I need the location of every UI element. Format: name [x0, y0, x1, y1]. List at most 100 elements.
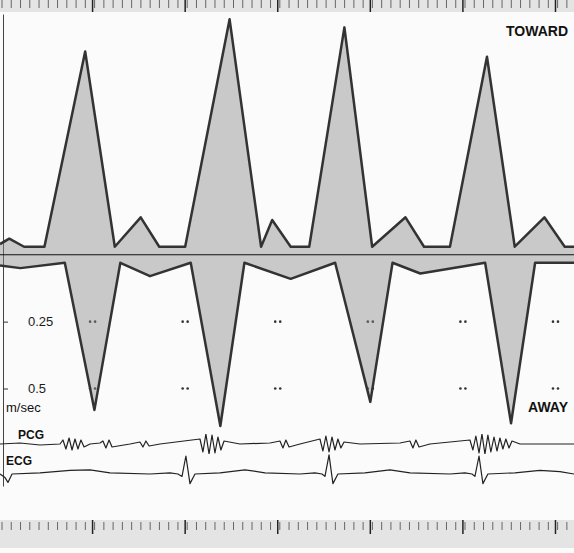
x-tick-mark: [370, 520, 372, 534]
ruler-tick: [474, 0, 475, 8]
x-tick-mark: [277, 0, 279, 12]
tick-label: 0.5: [28, 381, 46, 396]
grid-dot: [279, 320, 282, 323]
ruler-tick: [20, 522, 21, 530]
ruler-tick: [150, 522, 151, 530]
ruler-tick: [289, 522, 290, 530]
ruler-tick: [520, 0, 521, 8]
ruler-tick: [363, 522, 364, 530]
ruler-tick: [233, 522, 234, 530]
axis-line: [3, 451, 4, 487]
ruler-tick: [224, 522, 225, 530]
plot-area: [0, 455, 574, 484]
ruler-tick: [2, 0, 3, 8]
ruler-tick: [85, 522, 86, 530]
ruler-tick: [326, 0, 327, 8]
ruler-tick: [557, 0, 558, 8]
ruler-tick: [196, 0, 197, 8]
direction-label: AWAY: [528, 399, 569, 415]
spectrum-envelope: [0, 19, 574, 246]
ruler-tick: [492, 522, 493, 530]
ruler-tick: [57, 0, 58, 8]
grid-dot: [464, 320, 467, 323]
ruler-tick: [122, 522, 123, 530]
ruler-band: [0, 0, 574, 12]
trace-line: [0, 434, 574, 454]
ruler-tick: [372, 522, 373, 530]
ruler-tick: [427, 0, 428, 8]
ruler-tick: [502, 0, 503, 8]
ruler-tick: [233, 0, 234, 8]
ruler-tick: [113, 0, 114, 8]
axis-line: [3, 15, 4, 443]
ruler-tick: [483, 522, 484, 530]
ruler-tick: [177, 522, 178, 530]
ruler-tick: [353, 0, 354, 8]
ruler-tick: [140, 0, 141, 8]
ruler-tick: [39, 522, 40, 530]
baseline: [0, 254, 574, 255]
ruler-tick: [252, 0, 253, 8]
tick: 0.5: [3, 381, 46, 396]
ruler-tick: [168, 522, 169, 530]
ruler-tick: [483, 0, 484, 8]
ruler-tick: [381, 522, 382, 530]
ruler-tick: [548, 0, 549, 8]
ruler-tick: [94, 0, 95, 8]
ruler-tick: [520, 522, 521, 530]
grid-dot: [274, 320, 277, 323]
ruler-tick: [66, 522, 67, 530]
ruler-tick: [539, 522, 540, 530]
ruler-tick: [214, 0, 215, 8]
grid-dot: [181, 320, 184, 323]
ruler-tick: [131, 0, 132, 8]
ruler-tick: [465, 522, 466, 530]
ruler-tick: [131, 522, 132, 530]
trace-line: [0, 455, 574, 484]
ruler-tick: [502, 522, 503, 530]
ruler-tick: [224, 0, 225, 8]
labels: m/secTOWARDAWAY: [6, 23, 569, 415]
ruler-tick: [344, 522, 345, 530]
grid-dot: [279, 387, 282, 390]
x-tick-mark: [462, 0, 464, 12]
grid-dot: [459, 387, 462, 390]
grid-dot: [552, 387, 555, 390]
ruler-tick: [159, 522, 160, 530]
chart-root: 0.250.5m/secTOWARDAWAYPCGECG: [0, 0, 574, 553]
ruler-tick: [66, 0, 67, 8]
ruler-tick: [20, 0, 21, 8]
ruler-tick: [48, 522, 49, 530]
ruler-tick: [363, 0, 364, 8]
ruler-tick: [279, 522, 280, 530]
ruler-tick: [270, 0, 271, 8]
grid-dot: [552, 320, 555, 323]
trace-title: ECG: [6, 454, 32, 468]
ruler-tick: [48, 0, 49, 8]
x-tick-mark: [555, 520, 557, 534]
ruler-tick: [2, 522, 3, 530]
trace-title: PCG: [18, 428, 44, 442]
ruler-tick: [122, 0, 123, 8]
labels: ECG: [6, 454, 32, 468]
ruler-tick: [372, 0, 373, 8]
ruler-tick: [418, 522, 419, 530]
ruler-tick: [437, 0, 438, 8]
ruler-tick: [418, 0, 419, 8]
ruler-tick: [539, 0, 540, 8]
ruler-tick: [298, 0, 299, 8]
ruler-tick: [511, 522, 512, 530]
ruler-tick: [103, 0, 104, 8]
grid-dot: [186, 387, 189, 390]
ruler-tick: [11, 522, 12, 530]
tick-mark: [3, 389, 8, 390]
ruler-tick: [335, 522, 336, 530]
ruler-tick: [566, 522, 567, 530]
ruler-tick: [566, 0, 567, 8]
ruler-tick: [492, 0, 493, 8]
grid-dot: [181, 387, 184, 390]
x-tick-mark: [555, 0, 557, 12]
ruler-tick: [307, 522, 308, 530]
ruler-tick: [57, 522, 58, 530]
grid-dot: [464, 387, 467, 390]
